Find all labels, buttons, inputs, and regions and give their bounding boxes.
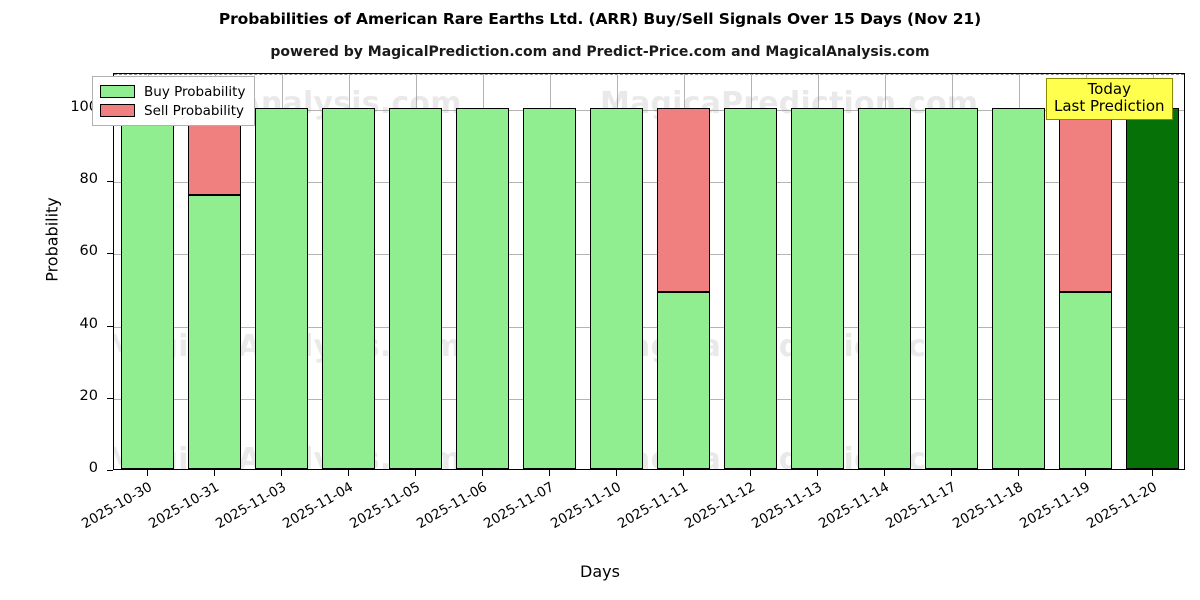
y-tick-label: 40 [79,315,98,332]
today-annotation-line1: Today [1087,80,1131,98]
y-tick-mark [107,181,113,183]
bar-group[interactable] [723,74,778,469]
bar-segment-buy[interactable] [254,108,309,469]
x-tick-mark [682,470,684,476]
bar-group[interactable] [455,74,510,469]
bar-segment-buy[interactable] [924,108,979,469]
legend-label-sell: Sell Probability [144,102,245,119]
legend-label-buy: Buy Probability [144,83,246,100]
bar-group[interactable] [991,74,1046,469]
y-tick-label: 80 [79,171,98,188]
bar-segment-buy[interactable] [1058,292,1113,469]
y-tick-mark [107,470,113,471]
bar-group[interactable] [656,74,711,469]
legend-item-sell[interactable]: Sell Probability [100,101,245,120]
x-tick-mark [213,470,215,476]
y-tick-mark [107,253,113,255]
x-tick-mark [950,470,952,476]
bar-segment-sell[interactable] [1058,108,1113,293]
bar-group[interactable] [187,74,242,469]
bar-group[interactable] [321,74,376,469]
y-tick-label: 20 [79,387,98,404]
bar-segment-buy[interactable] [388,108,443,469]
x-tick-mark [1151,470,1153,476]
bar-group[interactable] [120,74,175,469]
y-tick-mark [107,325,113,327]
chart-legend[interactable]: Buy Probability Sell Probability [92,76,256,126]
y-axis-label: Probability [42,197,62,282]
legend-swatch-sell-icon [100,104,135,117]
chart-subtitle: powered by MagicalPrediction.com and Pre… [270,44,930,60]
bar-group[interactable] [589,74,644,469]
x-tick-mark [481,470,483,476]
bar-group[interactable] [388,74,443,469]
bar-group[interactable] [1125,74,1180,469]
x-axis-label: Days [580,562,620,581]
legend-item-buy[interactable]: Buy Probability [100,82,245,101]
x-tick-mark [146,470,148,476]
bar-segment-buy[interactable] [991,108,1046,469]
legend-swatch-buy-icon [100,85,135,98]
bar-segment-buy[interactable] [120,108,175,469]
x-tick-mark [347,470,349,476]
today-annotation-line2: Last Prediction [1054,96,1165,115]
chart-title: Probabilities of American Rare Earths Lt… [218,10,982,28]
bar-group[interactable] [522,74,577,469]
x-tick-mark [1084,470,1086,476]
x-tick-mark [414,470,416,476]
x-tick-mark [749,470,751,476]
y-tick-label: 60 [79,243,98,260]
gridline-horizontal [114,110,1184,112]
bar-segment-buy[interactable] [857,108,912,469]
bar-group[interactable] [254,74,309,469]
plot-area: MagicalAnalysis.com MagicaPrediction.com M… [113,73,1185,470]
bar-segment-buy[interactable] [723,108,778,469]
reference-dashed-line [114,74,1184,75]
bar-segment-today[interactable] [1125,108,1180,469]
bar-group[interactable] [857,74,912,469]
bar-segment-sell[interactable] [656,108,711,293]
x-tick-mark [548,470,550,476]
gridline-horizontal [114,326,1184,328]
y-tick-label: 0 [88,460,98,476]
x-tick-mark [816,470,818,476]
x-tick-mark [1017,470,1019,476]
gridline-horizontal [114,254,1184,256]
today-annotation: Today Last Prediction [1046,78,1173,120]
bar-segment-buy[interactable] [321,108,376,469]
x-tick-mark [883,470,885,476]
bar-group[interactable] [1058,74,1113,469]
bar-segment-buy[interactable] [790,108,845,469]
bar-segment-buy[interactable] [455,108,510,469]
x-tick-mark [615,470,617,476]
bar-segment-buy[interactable] [522,108,577,469]
y-tick-mark [107,397,113,399]
x-tick-mark [280,470,282,476]
bar-segment-buy[interactable] [187,194,242,469]
bar-group[interactable] [924,74,979,469]
bar-segment-buy[interactable] [656,292,711,469]
y-tick-label: 100 [70,99,98,116]
gridline-horizontal [114,398,1184,400]
gridline-horizontal [114,182,1184,184]
bar-segment-buy[interactable] [589,108,644,469]
bar-group[interactable] [790,74,845,469]
